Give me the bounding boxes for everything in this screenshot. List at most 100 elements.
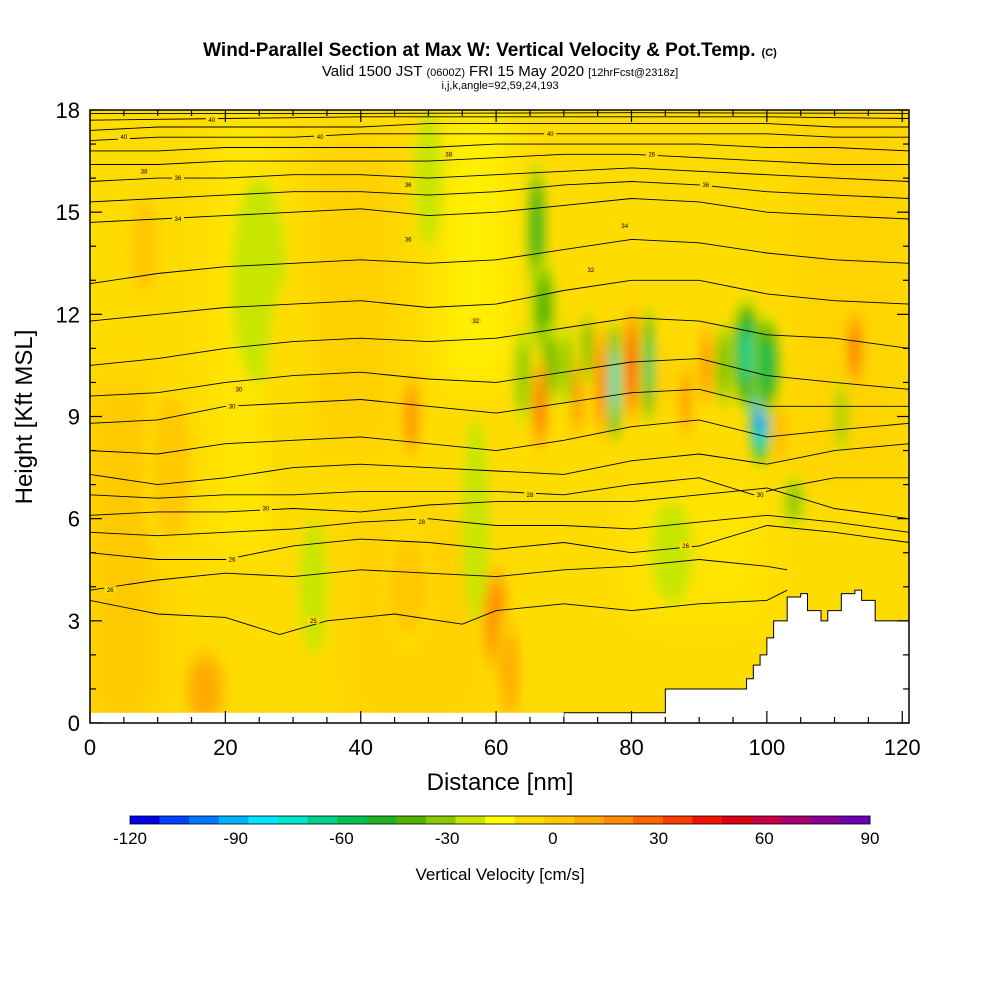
theta-contour-line — [90, 388, 909, 424]
colorbar-swatch — [366, 816, 397, 824]
theta-contour-line — [90, 358, 909, 397]
theta-contour-label: 26 — [229, 558, 236, 564]
terrain — [563, 589, 909, 723]
theta-contour-line — [90, 181, 909, 203]
y-tick-label: 0 — [68, 711, 80, 736]
velocity-cell — [659, 331, 672, 434]
contour-label-bg — [314, 133, 327, 141]
chart-subtitle: Valid 1500 JST (0600Z) FRI 15 May 2020 [12h… — [322, 63, 678, 80]
velocity-level — [740, 331, 753, 379]
velocity-level — [152, 395, 191, 540]
theta-contour-label: 38 — [141, 169, 148, 175]
contour-label-bg — [618, 221, 631, 229]
theta-contour-label: 40 — [547, 132, 554, 138]
y-tick-label: 18 — [56, 98, 80, 123]
y-axis-label: Height [Kft MSL] — [11, 330, 38, 505]
theta-contour-line — [90, 238, 909, 285]
velocity-cell — [642, 304, 655, 427]
theta-contour-label: 32 — [472, 319, 479, 325]
contour-label-bg — [754, 490, 767, 498]
velocity-cell — [608, 317, 621, 448]
contour-label-bg — [205, 116, 218, 124]
x-tick-label: 100 — [749, 735, 786, 760]
colorbar-swatch — [633, 816, 664, 824]
velocity-cell — [595, 314, 607, 451]
velocity-level — [776, 409, 785, 458]
colorbar-swatch — [159, 816, 190, 824]
colorbar-tick-label: 0 — [548, 829, 557, 848]
theta-contour-label: 30 — [757, 493, 764, 499]
contour-label-bg — [699, 180, 712, 188]
x-tick-label: 80 — [619, 735, 643, 760]
velocity-level — [760, 342, 773, 389]
theta-contour-label: 26 — [682, 544, 689, 550]
theta-contour-label: 26 — [107, 588, 114, 594]
background-band — [793, 110, 909, 485]
theta-contour-label: 25 — [310, 619, 317, 625]
theta-contour-line — [90, 123, 909, 131]
theta-contour-label: 40 — [208, 118, 215, 124]
velocity-level — [129, 198, 159, 295]
velocity-cell — [123, 178, 165, 315]
colorbar: -120 -90 -60 -30 0 30 60 90 — [113, 815, 880, 848]
velocity-cell — [560, 321, 574, 410]
velocity-cell — [514, 324, 532, 427]
colorbar-tick-label: -90 — [223, 829, 248, 848]
title-block: Wind-Parallel Section at Max W: Vertical… — [203, 40, 777, 92]
colorbar-swatch — [426, 816, 456, 824]
plot-area: 25 26 26 26 28 28 30 30 30 30 32 32 34 34 36 36 36 38 38 40… — [90, 110, 909, 723]
colorbar-tick-label: 90 — [861, 829, 880, 848]
x-tick-label: 40 — [349, 735, 373, 760]
colorbar-swatch — [574, 816, 604, 824]
colorbar-swatch — [514, 816, 545, 824]
velocity-level — [718, 337, 727, 393]
y-tick-label: 3 — [68, 609, 80, 634]
x-tick-label: 60 — [484, 735, 508, 760]
colorbar-swatch — [218, 816, 249, 824]
colorbar-swatch — [189, 816, 220, 824]
contour-label-bg — [584, 266, 597, 274]
velocity-level — [651, 501, 693, 604]
velocity-level — [516, 339, 530, 412]
y-tick-label: 9 — [68, 405, 80, 430]
velocity-cell — [265, 280, 307, 553]
contour-label-bg — [117, 133, 130, 141]
velocity-cell — [177, 637, 233, 723]
colorbar-swatch — [692, 816, 723, 824]
velocity-level — [661, 346, 670, 419]
colorbar-swatch — [603, 816, 634, 824]
y-tick-label: 12 — [56, 302, 80, 327]
velocity-level — [562, 334, 572, 397]
x-tick-label: 20 — [213, 735, 237, 760]
colorbar-swatch — [248, 816, 279, 824]
theta-contour-line — [90, 487, 909, 520]
velocity-level — [645, 340, 651, 391]
velocity-cell — [678, 348, 693, 451]
colorbar-swatch — [337, 816, 368, 824]
contour-label-bg — [544, 129, 557, 137]
velocity-cell — [624, 297, 639, 434]
theta-contour-line — [90, 167, 909, 182]
velocity-cell — [582, 307, 593, 390]
velocity-level — [612, 359, 617, 406]
contour-label-bg — [171, 214, 184, 222]
colorbar-swatch — [130, 816, 160, 824]
contour-label-bg — [226, 555, 239, 563]
x-tick-label: 120 — [884, 735, 921, 760]
y-tick-label: 15 — [56, 200, 80, 225]
velocity-cell — [651, 501, 693, 604]
colorbar-tick-label: -60 — [329, 829, 354, 848]
velocity-cell — [846, 300, 863, 397]
contour-label-bg — [307, 616, 320, 624]
colorbar-tick-label: 60 — [755, 829, 774, 848]
velocity-cell — [299, 518, 327, 655]
colorbar-label: Vertical Velocity [cm/s] — [415, 865, 584, 884]
colorbar-swatch — [751, 816, 782, 824]
velocity-level — [628, 339, 635, 392]
colorbar-swatch — [485, 816, 516, 824]
velocity-level — [682, 373, 690, 426]
velocity-level — [584, 324, 591, 372]
x-tick-label: 0 — [84, 735, 96, 760]
